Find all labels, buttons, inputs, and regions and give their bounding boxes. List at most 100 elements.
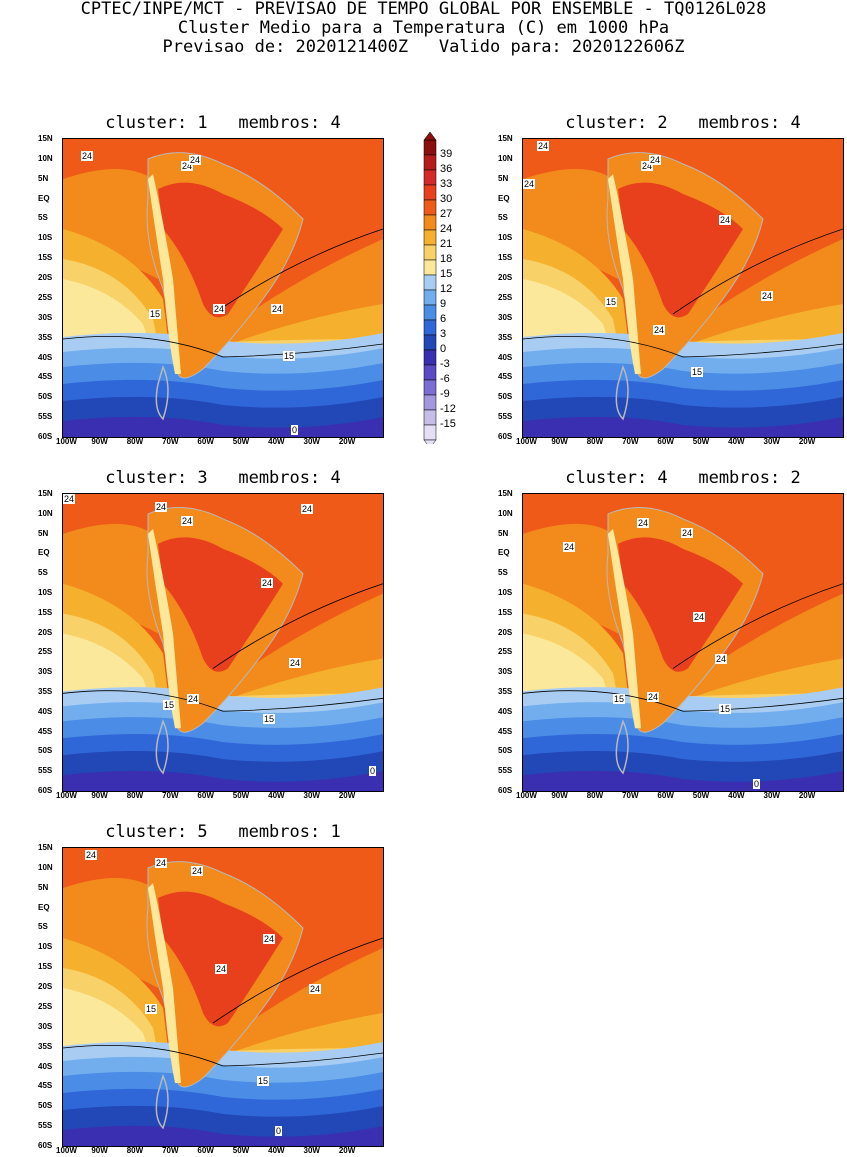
contour-label: 0 — [291, 425, 299, 435]
lat-tick-label: 5S — [38, 568, 48, 578]
lat-tick-label: 30S — [498, 667, 513, 677]
colorbar-tick-label: 30 — [440, 193, 453, 205]
lat-tick-label: 50S — [498, 392, 513, 402]
lat-tick-label: 5S — [498, 213, 508, 223]
map-panel-1: 24 24 24 24 24 15 15 0 — [62, 138, 384, 438]
continent-core — [158, 182, 283, 318]
colorbar-tick-label: -3 — [440, 358, 450, 370]
lon-tick-label: 30W — [303, 437, 320, 446]
lon-tick-label: 80W — [586, 437, 604, 446]
lat-tick-label: 15N — [498, 489, 513, 498]
colorbar-segment — [423, 424, 437, 441]
lat-tick-label: 20S — [38, 627, 53, 637]
lat-tick-label: 45S — [38, 1081, 53, 1091]
lat-tick-label: 5N — [38, 528, 49, 538]
colorbar-segment — [423, 139, 437, 156]
lat-tick-label: 5N — [498, 528, 509, 538]
lon-tick-label: 60W — [657, 791, 674, 800]
lat-tick-label: 25S — [38, 647, 53, 657]
lon-tick-label: 30W — [763, 791, 780, 800]
lat-tick-label: EQ — [38, 548, 50, 558]
map-canvas — [523, 139, 843, 437]
colorbar-segment — [423, 169, 437, 186]
colorbar-tick-label: -6 — [440, 373, 450, 385]
lat-tick-label: 60S — [38, 1141, 53, 1150]
lat-tick-label: 10S — [38, 588, 53, 597]
lon-tick-label: 60W — [657, 437, 674, 446]
colorbar-tick-label: 18 — [440, 253, 453, 265]
lat-tick-label: 10N — [38, 153, 53, 163]
lon-tick-label: 90W — [91, 791, 108, 800]
contour-label: 24 — [301, 504, 314, 514]
contour-24 — [212, 583, 383, 669]
lon-tick-label: 60W — [197, 437, 214, 446]
lat-tick-label: 60S — [38, 786, 53, 795]
colorbar-segment — [423, 229, 437, 246]
lat-tick-label: 15N — [38, 843, 53, 852]
patagonia-coast — [155, 719, 169, 775]
colorbar-segment — [423, 289, 437, 306]
contour-label: 24 — [289, 658, 302, 668]
lat-tick-label: 15S — [38, 962, 53, 972]
lon-tick-label: 40W — [268, 1146, 285, 1155]
colorbar-segment — [423, 184, 437, 201]
lat-tick-label: 10N — [38, 508, 53, 518]
colorbar-tick-label: 24 — [440, 223, 453, 235]
colorbar-segment — [423, 364, 437, 381]
panel-1-title: cluster: 1 membros: 4 — [105, 113, 341, 133]
lat-tick-label: 5S — [38, 213, 48, 223]
contour-label: 24 — [271, 304, 284, 314]
colorbar-tick-label: 15 — [440, 268, 453, 280]
contour-label: 24 — [155, 858, 168, 868]
patagonia-coast — [615, 364, 629, 421]
colorbar-tick-label: -9 — [440, 388, 450, 400]
lat-tick-label: 35S — [498, 687, 513, 696]
lat-tick-label: 15N — [38, 489, 53, 498]
lat-tick-label: 40S — [498, 706, 513, 716]
contour-label: 24 — [263, 934, 276, 944]
contour-24 — [212, 937, 383, 1024]
lat-tick-label: 40S — [38, 352, 53, 362]
lat-tick-label: 10S — [38, 942, 53, 952]
lon-tick-label: 40W — [268, 791, 285, 800]
lon-tick-label: 70W — [622, 791, 639, 800]
lon-tick-label: 80W — [126, 1146, 144, 1155]
contour-label: 24 — [649, 155, 662, 165]
lat-tick-label: 15S — [38, 253, 53, 263]
lon-tick-label: 100W — [516, 437, 537, 446]
lat-tick-label: 25S — [38, 292, 53, 302]
contour-label: 0 — [753, 779, 761, 789]
lat-tick-label: 25S — [498, 292, 513, 302]
lat-tick-label: 55S — [498, 412, 513, 422]
colorbar — [423, 132, 437, 444]
colorbar-tick-label: 36 — [440, 163, 453, 175]
lon-tick-label: 40W — [268, 437, 285, 446]
lat-tick-label: 10N — [38, 862, 53, 872]
lat-tick-label: 20S — [38, 273, 53, 283]
continent-core — [618, 537, 743, 672]
colorbar-segment — [423, 214, 437, 231]
contour-label: 24 — [213, 304, 226, 314]
lon-tick-label: 70W — [162, 437, 179, 446]
patagonia-coast — [615, 719, 629, 775]
cold-band — [63, 770, 383, 791]
continent-core — [158, 537, 283, 672]
lat-tick-label: 55S — [38, 766, 53, 776]
lat-tick-label: 20S — [38, 982, 53, 992]
colorbar-tick-label: 3 — [440, 328, 447, 340]
lat-tick-label: 50S — [38, 392, 53, 402]
colorbar-tick-label: -12 — [440, 403, 456, 415]
lat-tick-label: 50S — [38, 746, 53, 756]
contour-label: 24 — [85, 850, 98, 860]
contour-label: 24 — [637, 518, 650, 528]
colorbar-tick-label: 0 — [440, 343, 447, 355]
contour-label: 24 — [155, 502, 168, 512]
band-15-west — [63, 633, 148, 699]
lat-tick-label: 30S — [38, 1021, 53, 1031]
lat-tick-label: 55S — [38, 1121, 53, 1131]
contour-label: 24 — [261, 578, 274, 588]
contour-label: 15 — [263, 714, 276, 724]
colorbar-tick-label: 12 — [440, 283, 453, 295]
contour-label: 15 — [145, 1004, 158, 1014]
contour-label: 15 — [605, 297, 618, 307]
